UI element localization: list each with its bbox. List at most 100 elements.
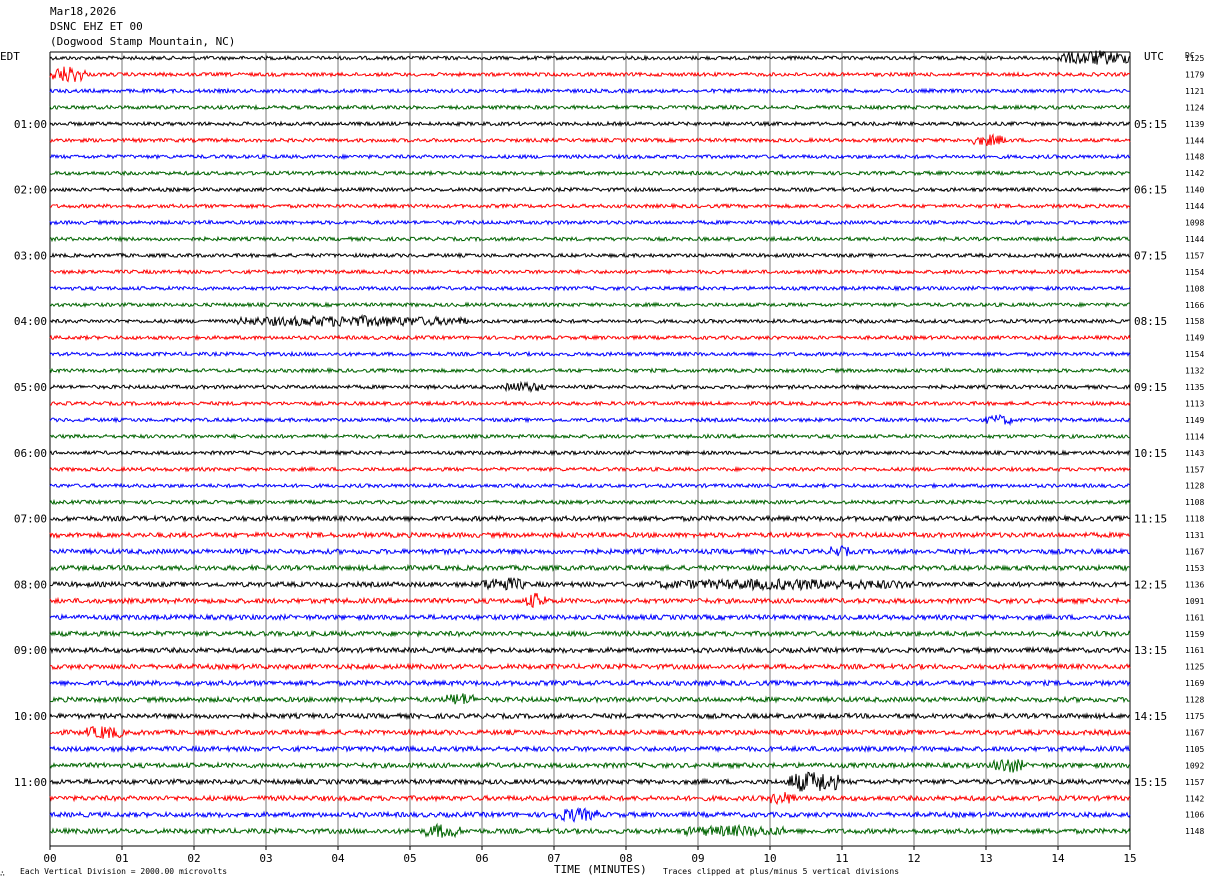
dc-offset-label: 1154 bbox=[1185, 350, 1204, 359]
left-hour-label: 09:00 bbox=[14, 644, 47, 657]
trace-12 bbox=[49, 251, 1131, 259]
x-tick-label: 08 bbox=[619, 852, 632, 865]
trace-21 bbox=[49, 400, 1131, 407]
right-hour-label: 07:15 bbox=[1134, 249, 1167, 262]
x-tick-label: 13 bbox=[979, 852, 992, 865]
trace-27 bbox=[49, 498, 1131, 506]
dc-offset-label: 1157 bbox=[1185, 251, 1204, 260]
trace-26 bbox=[49, 482, 1131, 490]
dc-offset-label: 1153 bbox=[1185, 564, 1204, 573]
trace-25 bbox=[49, 465, 1131, 473]
dc-offset-label: 1139 bbox=[1185, 120, 1204, 129]
dc-offset-labels: 1125 1179 1121 1124 1139 1144 1148 1142 1140 1144… bbox=[1185, 54, 1204, 836]
trace-36 bbox=[49, 645, 1131, 655]
dc-offset-label: 1161 bbox=[1185, 613, 1204, 622]
left-hour-label: 02:00 bbox=[14, 184, 47, 197]
trace-1 bbox=[49, 66, 1131, 83]
right-hour-label: 12:15 bbox=[1134, 578, 1167, 591]
x-tick-label: 03 bbox=[259, 852, 272, 865]
trace-35 bbox=[49, 629, 1131, 639]
trace-43 bbox=[49, 758, 1131, 773]
trace-7 bbox=[49, 169, 1131, 177]
trace-group bbox=[49, 50, 1131, 839]
trace-16 bbox=[49, 313, 1131, 328]
right-zone-label: UTC bbox=[1144, 50, 1164, 63]
right-hour-label: 05:15 bbox=[1134, 118, 1167, 131]
trace-46 bbox=[49, 807, 1131, 823]
right-hour-labels: 05:15 06:15 07:15 08:15 09:15 10:15 11:15 12:15… bbox=[1134, 118, 1167, 789]
trace-3 bbox=[49, 104, 1131, 111]
x-tick-label: 14 bbox=[1051, 852, 1065, 865]
trace-45 bbox=[49, 791, 1131, 806]
dc-offset-label: 1114 bbox=[1185, 432, 1204, 441]
dc-offset-label: 1149 bbox=[1185, 416, 1204, 425]
left-hour-label: 03:00 bbox=[14, 249, 47, 262]
right-hour-label: 06:15 bbox=[1134, 184, 1167, 197]
right-hour-label: 15:15 bbox=[1134, 776, 1167, 789]
trace-47 bbox=[49, 822, 1131, 839]
right-hour-label: 14:15 bbox=[1134, 710, 1167, 723]
right-hour-label: 08:15 bbox=[1134, 315, 1167, 328]
dc-offset-label: 1175 bbox=[1185, 712, 1204, 721]
trace-5 bbox=[49, 133, 1131, 146]
left-hour-label: 06:00 bbox=[14, 447, 47, 460]
x-tick-label: 15 bbox=[1123, 852, 1136, 865]
dc-offset-label: 1142 bbox=[1185, 794, 1204, 803]
trace-32 bbox=[49, 577, 1131, 592]
right-hour-label: 13:15 bbox=[1134, 644, 1167, 657]
dc-offset-label: 1108 bbox=[1185, 284, 1204, 293]
left-zone-label: EDT bbox=[0, 50, 20, 63]
dc-offset-label: 1121 bbox=[1185, 87, 1204, 96]
x-tick-label: 07 bbox=[547, 852, 560, 865]
trace-19 bbox=[49, 367, 1131, 375]
left-hour-label: 05:00 bbox=[14, 381, 47, 394]
dc-offset-label: 1108 bbox=[1185, 498, 1204, 507]
trace-41 bbox=[49, 725, 1131, 739]
dc-offset-label: 1166 bbox=[1185, 301, 1204, 310]
dc-offset-label: 1142 bbox=[1185, 169, 1204, 178]
trace-37 bbox=[49, 662, 1131, 671]
dc-offset-label: 1179 bbox=[1185, 70, 1204, 79]
trace-30 bbox=[49, 544, 1131, 557]
dc-offset-label: 1154 bbox=[1185, 268, 1204, 277]
x-tick-label: 11 bbox=[835, 852, 848, 865]
dc-offset-label: 1136 bbox=[1185, 580, 1204, 589]
trace-15 bbox=[49, 301, 1131, 309]
dc-offset-label: 1105 bbox=[1185, 745, 1204, 754]
trace-34 bbox=[49, 613, 1131, 622]
dc-offset-label: 1118 bbox=[1185, 515, 1204, 524]
trace-10 bbox=[49, 219, 1131, 226]
trace-4 bbox=[49, 120, 1131, 128]
dc-offset-label: 1091 bbox=[1185, 597, 1204, 606]
trace-6 bbox=[49, 153, 1131, 161]
trace-28 bbox=[49, 514, 1131, 523]
trace-29 bbox=[49, 530, 1131, 540]
left-hour-label: 01:00 bbox=[14, 118, 47, 131]
x-tick-label: 10 bbox=[763, 852, 776, 865]
x-tick-label: 02 bbox=[187, 852, 200, 865]
header-station: (Dogwood Stamp Mountain, NC) bbox=[50, 35, 235, 48]
dc-offset-label: 1157 bbox=[1185, 465, 1204, 474]
footer-mark: ∴ bbox=[0, 869, 5, 878]
dc-offset-label: 1092 bbox=[1185, 761, 1204, 770]
dc-offset-label: 1098 bbox=[1185, 219, 1204, 228]
trace-0 bbox=[49, 50, 1131, 65]
trace-42 bbox=[49, 744, 1131, 754]
dc-offset-label: 1113 bbox=[1185, 399, 1204, 408]
dc-offset-label: 1159 bbox=[1185, 630, 1204, 639]
header-date: Mar18,2026 bbox=[50, 5, 116, 18]
dc-offset-label: 1140 bbox=[1185, 186, 1204, 195]
x-tick-label: 12 bbox=[907, 852, 920, 865]
dc-offset-label: 1161 bbox=[1185, 646, 1204, 655]
trace-9 bbox=[49, 202, 1131, 210]
x-tick-label: 01 bbox=[115, 852, 128, 865]
x-tick-label: 05 bbox=[403, 852, 416, 865]
dc-offset-label: 1148 bbox=[1185, 153, 1204, 162]
dc-offset-label: 1128 bbox=[1185, 696, 1204, 705]
dc-offset-label: 1132 bbox=[1185, 367, 1204, 376]
dc-offset-label: 1135 bbox=[1185, 383, 1204, 392]
trace-20 bbox=[49, 380, 1131, 393]
dc-offset-label: 1169 bbox=[1185, 679, 1204, 688]
trace-40 bbox=[49, 711, 1131, 721]
